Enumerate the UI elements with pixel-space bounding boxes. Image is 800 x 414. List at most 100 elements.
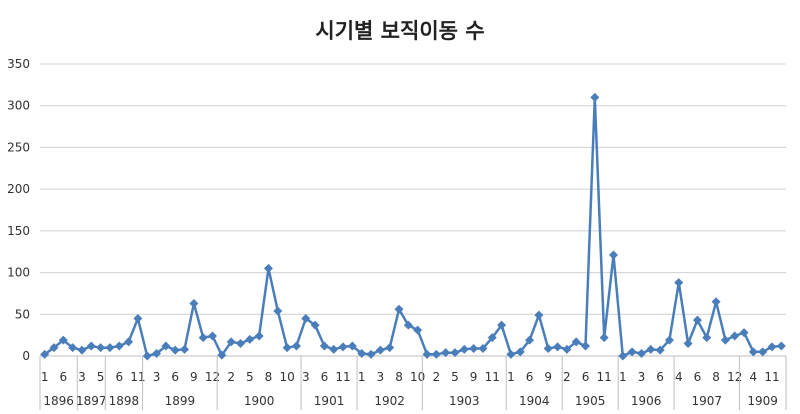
data-point	[58, 335, 68, 345]
data-point	[152, 348, 162, 358]
data-point	[730, 331, 740, 341]
data-point	[301, 313, 311, 323]
data-point	[208, 331, 218, 341]
data-point	[357, 348, 367, 358]
x-tick-label: 10	[410, 370, 425, 384]
data-point	[758, 347, 768, 357]
data-point	[142, 351, 152, 361]
data-point	[133, 313, 143, 323]
x-tick-label: 11	[764, 370, 779, 384]
data-point	[273, 306, 283, 316]
data-point	[702, 333, 712, 343]
x-tick-label: 6	[694, 370, 702, 384]
data-point	[86, 341, 96, 351]
data-point	[68, 343, 78, 353]
data-point	[96, 343, 106, 353]
data-point	[40, 349, 50, 359]
x-tick-label: 6	[526, 370, 534, 384]
data-point	[692, 315, 702, 325]
data-point	[487, 333, 497, 343]
data-point	[459, 344, 469, 354]
data-point	[366, 349, 376, 359]
x-tick-label: 2	[563, 370, 571, 384]
data-point	[49, 343, 59, 353]
data-point	[506, 349, 516, 359]
x-tick-label: 12	[727, 370, 742, 384]
data-point	[170, 345, 180, 355]
y-tick-label: 200	[7, 182, 30, 196]
data-point	[114, 341, 124, 351]
x-tick-label: 4	[750, 370, 758, 384]
data-point	[413, 325, 423, 335]
data-point	[77, 345, 87, 355]
data-point	[543, 343, 553, 353]
data-point	[469, 343, 479, 353]
data-point	[711, 297, 721, 307]
y-tick-label: 50	[15, 307, 30, 321]
x-tick-label: 9	[470, 370, 478, 384]
y-tick-label: 100	[7, 266, 30, 280]
x-tick-label: 8	[265, 370, 273, 384]
data-point	[198, 333, 208, 343]
x-tick-label: 1	[358, 370, 366, 384]
x-tick-label: 3	[78, 370, 86, 384]
data-point	[515, 347, 525, 357]
data-point	[263, 263, 273, 273]
y-tick-label: 0	[22, 349, 30, 363]
x-group-label: 1897	[76, 394, 107, 408]
data-point	[282, 343, 292, 353]
y-tick-label: 250	[7, 140, 30, 154]
data-point	[226, 337, 236, 347]
x-tick-label: 9	[190, 370, 198, 384]
data-point	[562, 344, 572, 354]
data-point	[254, 331, 264, 341]
data-point	[329, 344, 339, 354]
x-tick-label: 9	[544, 370, 552, 384]
data-point	[776, 341, 786, 351]
x-tick-label: 8	[712, 370, 720, 384]
x-tick-label: 12	[205, 370, 220, 384]
data-point	[739, 328, 749, 338]
x-group-label: 1905	[575, 394, 606, 408]
data-point	[319, 341, 329, 351]
x-group-label: 1906	[631, 394, 662, 408]
data-point	[338, 342, 348, 352]
data-point	[431, 349, 441, 359]
x-group-label: 1903	[449, 394, 480, 408]
x-tick-label: 6	[171, 370, 179, 384]
x-tick-label: 5	[451, 370, 459, 384]
x-group-label: 1896	[43, 394, 74, 408]
y-tick-label: 150	[7, 224, 30, 238]
data-point	[590, 92, 600, 102]
data-point	[646, 344, 656, 354]
data-point	[375, 345, 385, 355]
data-point	[189, 298, 199, 308]
data-point	[217, 350, 227, 360]
data-point	[422, 349, 432, 359]
data-point	[748, 347, 758, 357]
chart-title: 시기별 보직이동 수	[315, 19, 484, 43]
x-group-label: 1909	[747, 394, 778, 408]
data-point	[525, 335, 535, 345]
data-point	[608, 250, 618, 260]
x-tick-label: 6	[321, 370, 329, 384]
data-point	[497, 320, 507, 330]
x-tick-label: 3	[302, 370, 310, 384]
x-tick-label: 5	[97, 370, 105, 384]
data-point	[450, 348, 460, 358]
x-group-label: 1899	[165, 394, 196, 408]
x-tick-label: 10	[279, 370, 294, 384]
x-tick-label: 6	[115, 370, 123, 384]
data-point	[180, 344, 190, 354]
y-tick-label: 300	[7, 99, 30, 113]
data-point	[664, 335, 674, 345]
data-point	[618, 351, 628, 361]
x-tick-label: 2	[227, 370, 235, 384]
data-point	[478, 343, 488, 353]
data-point	[245, 334, 255, 344]
data-point	[636, 348, 646, 358]
data-point	[310, 320, 320, 330]
data-point	[571, 337, 581, 347]
x-tick-label: 3	[377, 370, 385, 384]
